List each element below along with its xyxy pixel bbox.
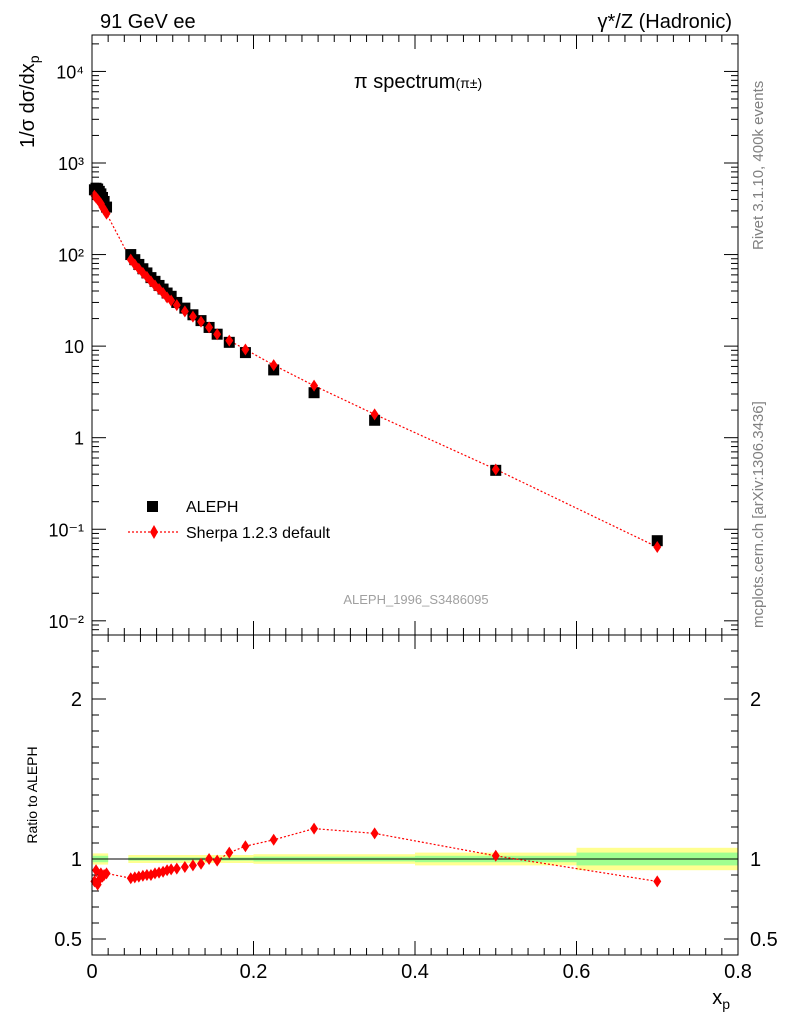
ratio-frame <box>91 634 739 956</box>
ratio-sherpa-point <box>188 859 197 872</box>
ratio-sherpa-point <box>310 822 319 835</box>
ratio-sherpa-point <box>102 867 111 880</box>
main-ylabel: 1/σ dσ/dxp <box>17 55 42 148</box>
main-ylabel-text: 1/σ dσ/dx <box>17 63 39 148</box>
ratio-sherpa-point <box>142 869 151 881</box>
main-frame <box>91 34 739 636</box>
main-title: π spectrum(π±) <box>354 71 482 93</box>
ratio-ylabel: Ratio to ALEPH <box>24 746 40 843</box>
main-title-text: π spectrum <box>354 71 456 93</box>
main-series-line-1 <box>93 195 658 548</box>
ratio-sherpa-point <box>269 833 278 846</box>
sherpa-point <box>213 328 222 341</box>
aleph-point <box>101 201 113 213</box>
ratio-axis-ticks <box>91 635 739 955</box>
aleph-point <box>651 535 663 547</box>
sherpa-point <box>310 379 319 392</box>
ratio-xtick-label: 0.8 <box>724 961 752 983</box>
ratio-tick-labels: 0.5 0.5 1 1 2 2 0 0.2 0.4 0.6 0.8 <box>54 689 778 983</box>
legend-label-aleph: ALEPH <box>186 499 238 516</box>
main-ylabel-sub: p <box>26 55 42 63</box>
ratio-ytick-label-right: 2 <box>750 689 761 711</box>
ratio-sherpa-point <box>653 875 662 888</box>
ratio-sherpa-point <box>172 862 181 875</box>
main-ytick-label: 10⁴ <box>56 62 84 82</box>
ratio-ytick-label-right: 0.5 <box>750 929 778 951</box>
main-series-lines <box>93 195 658 548</box>
ratio-ytick-label: 0.5 <box>54 929 82 951</box>
sherpa-point <box>102 207 111 220</box>
main-ytick-label: 1 <box>74 429 84 449</box>
ratio-sherpa-point <box>370 827 379 840</box>
main-ytick-label: 10 <box>64 337 84 357</box>
sherpa-point <box>180 305 189 318</box>
sherpa-point <box>491 463 500 476</box>
side-label-bottom: mcplots.cern.ch [arXiv:1306.3436] <box>750 401 767 628</box>
sherpa-point <box>172 299 181 312</box>
sherpa-point <box>167 294 176 307</box>
ratio-panel: 0.5 0.5 1 1 2 2 0 0.2 0.4 0.6 0.8 Ratio to ALEPH x… <box>24 634 778 1012</box>
header-right: γ*/Z (Hadronic) <box>598 11 732 33</box>
sherpa-point <box>205 321 214 334</box>
ratio-xlabel: xp <box>712 987 730 1012</box>
sherpa-point <box>653 541 662 554</box>
main-title-suffix: (π±) <box>455 75 482 91</box>
sherpa-point <box>241 343 250 356</box>
main-series-marks <box>88 182 663 554</box>
main-watermark: ALEPH_1996_S3486095 <box>343 592 488 607</box>
ratio-sherpa-point <box>167 863 176 876</box>
legend-marker-sherpa <box>150 525 158 539</box>
main-ytick-label: 10⁻¹ <box>48 520 84 540</box>
ratio-series-marks <box>90 822 662 891</box>
aleph-point <box>98 195 110 207</box>
ratio-xtick-label: 0.4 <box>401 961 429 983</box>
header-left: 91 GeV ee <box>100 11 196 33</box>
sherpa-point <box>370 408 379 421</box>
ratio-xlabel-sub: p <box>722 996 730 1012</box>
legend: ALEPH Sherpa 1.2.3 default <box>128 499 331 542</box>
sherpa-point <box>197 315 206 328</box>
ratio-sherpa-point <box>180 861 189 873</box>
ratio-xtick-label: 0.2 <box>240 961 268 983</box>
sherpa-point <box>225 334 234 347</box>
ratio-xtick-label: 0.6 <box>563 961 591 983</box>
aleph-point <box>308 387 320 399</box>
ratio-sherpa-point <box>197 857 206 870</box>
ratio-sherpa-point <box>491 849 500 862</box>
main-ytick-label: 10³ <box>58 154 84 174</box>
ratio-xlabel-text: x <box>712 987 722 1009</box>
ratio-sherpa-point <box>205 853 214 865</box>
main-axis-ticks <box>91 35 739 636</box>
legend-label-sherpa: Sherpa 1.2.3 default <box>186 525 331 542</box>
main-panel: 10⁻² 10⁻¹ 1 10 10² 10³ 10⁴ ALEPH_1996_S3486095… <box>17 34 739 636</box>
main-y-tick-labels: 10⁻² 10⁻¹ 1 10 10² 10³ 10⁴ <box>48 62 84 631</box>
legend-marker-aleph <box>147 501 158 512</box>
ratio-ytick-label-right: 1 <box>750 849 761 871</box>
ratio-sherpa-point <box>225 846 234 859</box>
sherpa-point <box>269 359 278 372</box>
main-ytick-label: 10⁻² <box>48 612 84 632</box>
ratio-sherpa-point <box>213 854 222 867</box>
ratio-sherpa-point <box>241 840 250 853</box>
main-ytick-label: 10² <box>58 246 84 266</box>
ratio-ytick-label: 2 <box>71 689 82 711</box>
ratio-ytick-label: 1 <box>71 849 82 871</box>
side-label-top: Rivet 3.1.10, 400k events <box>750 81 767 250</box>
sherpa-point <box>188 310 197 323</box>
ratio-xtick-label: 0 <box>86 961 97 983</box>
